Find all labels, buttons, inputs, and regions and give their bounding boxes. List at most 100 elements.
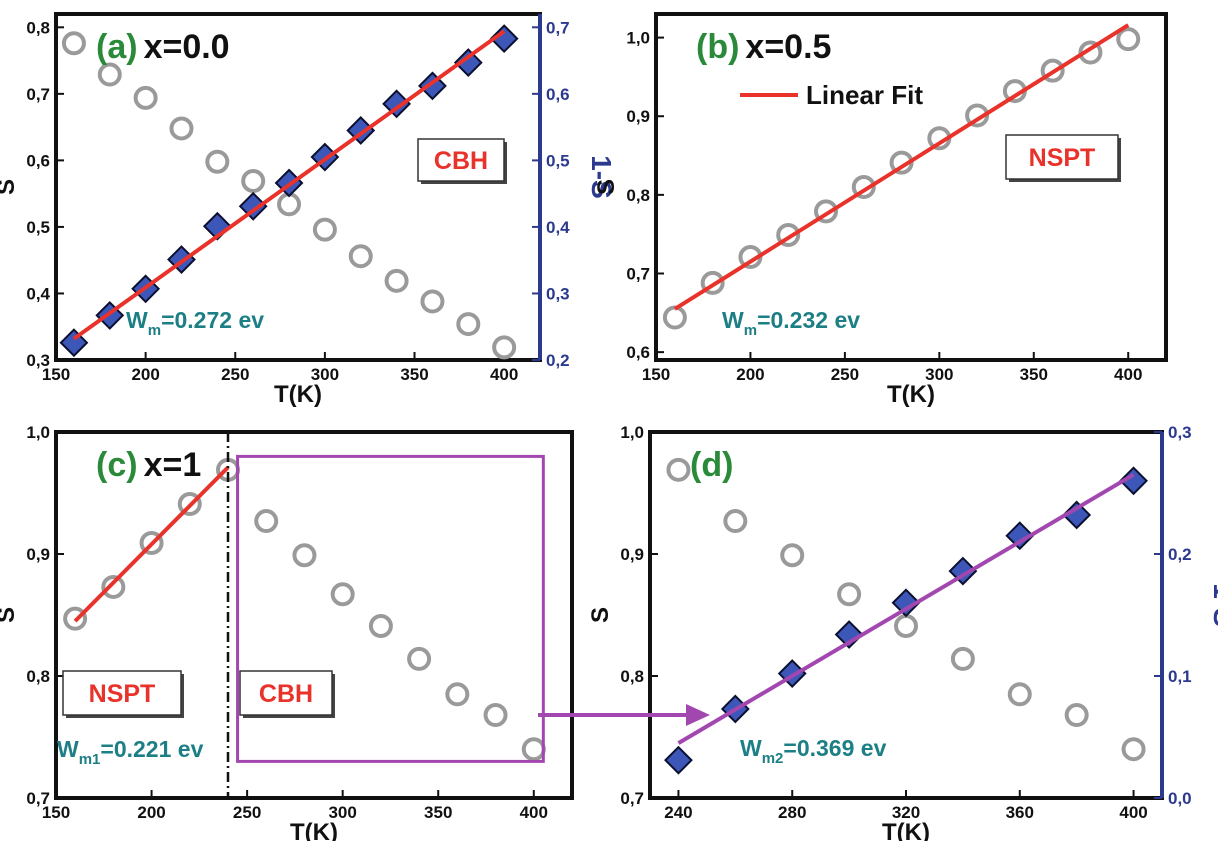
data-point-diamond xyxy=(834,620,864,649)
right-y-tick-label: 0,5 xyxy=(546,151,570,170)
data-point-circle xyxy=(1064,703,1089,728)
y-axis-label: S xyxy=(0,607,20,623)
data-point-circle xyxy=(330,582,355,607)
y-tick-label: 0,7 xyxy=(26,85,50,104)
right-y-tick-label: 0,2 xyxy=(546,351,570,370)
annotation-box xyxy=(239,670,333,716)
energy-symbol: W xyxy=(740,735,762,761)
data-point-circle xyxy=(950,646,975,671)
energy-value: =0.232 ev xyxy=(757,307,860,333)
data-point-circle xyxy=(1116,27,1141,52)
energy-label: Wm1=0.221 ev xyxy=(57,736,204,768)
x-tick-label: 240 xyxy=(664,803,692,822)
x-axis-label: T(K) xyxy=(882,819,930,841)
data-point-circle xyxy=(254,509,279,534)
data-point-circle xyxy=(723,509,748,534)
y-tick-label: 1,0 xyxy=(620,423,644,442)
y-tick-label: 0,8 xyxy=(26,667,50,686)
panel-letter: (a) xyxy=(96,28,138,66)
data-point-circle xyxy=(348,244,373,269)
x-axis-label: T(K) xyxy=(887,381,935,408)
y-tick-label: 0,4 xyxy=(26,284,50,303)
panel-title: x=0.5 xyxy=(745,28,831,66)
data-point-circle xyxy=(169,116,194,141)
data-point-circle xyxy=(456,312,481,337)
data-point-circle xyxy=(1007,682,1032,707)
energy-subscript: m2 xyxy=(762,750,784,767)
x-tick-label: 300 xyxy=(925,365,953,384)
x-tick-label: 200 xyxy=(137,803,165,822)
data-point-diamond xyxy=(238,191,268,221)
x-tick-label: 320 xyxy=(892,803,920,822)
data-point-circle xyxy=(368,613,393,638)
energy-symbol: W xyxy=(126,307,148,333)
x-tick-label: 400 xyxy=(520,803,548,822)
energy-value: =0.369 ev xyxy=(783,735,886,761)
data-point-circle xyxy=(483,703,508,728)
right-y-tick-label: 0,2 xyxy=(1168,545,1192,564)
x-tick-label: 400 xyxy=(1119,803,1147,822)
y-axis-label: S xyxy=(0,179,20,195)
data-point-circle xyxy=(837,582,862,607)
panel-label: (d) xyxy=(690,446,733,484)
x-tick-label: 400 xyxy=(490,365,518,384)
panel-b: 150 200 250 300 350 400 0,6 0,7 0,8 0,9 1,0 T(K) S (b… xyxy=(593,12,1168,408)
energy-label: Wm=0.232 ev xyxy=(722,307,860,339)
panel-d: 240 280 320 360 400 0,7 0,8 0,9 1,0 0,0 0,1 0,2 0,3 T… xyxy=(587,423,1218,841)
cbh-region-box xyxy=(236,454,545,763)
data-point-diamond xyxy=(1119,466,1148,496)
data-point-diamond xyxy=(1005,521,1035,551)
y-tick-label: 0,3 xyxy=(26,351,50,370)
panel-label: (a) x=0.0 xyxy=(96,28,230,66)
panel-title: x=1 xyxy=(144,446,202,484)
right-y-axis-label: 1-S xyxy=(1208,583,1218,627)
panel-letter: (b) xyxy=(696,28,739,66)
data-point-circle xyxy=(133,85,158,110)
x-tick-label: 300 xyxy=(311,365,339,384)
annotation-text: NSPT xyxy=(89,680,156,708)
x-tick-label: 150 xyxy=(42,803,70,822)
energy-symbol: W xyxy=(57,736,79,762)
data-point-diamond xyxy=(664,745,693,775)
x-tick-label: 300 xyxy=(328,803,356,822)
data-point-circle xyxy=(894,613,918,638)
energy-subscript: m xyxy=(148,322,161,339)
x-tick-label: 360 xyxy=(1006,803,1034,822)
y-tick-label: 0,5 xyxy=(26,218,50,237)
panel-c: 150 200 250 300 350 400 0,7 0,8 0,9 1,0 T(K) S (c)x=… xyxy=(0,423,574,841)
annotation-text: CBH xyxy=(434,147,488,175)
x-tick-label: 200 xyxy=(736,365,764,384)
annotation-text: CBH xyxy=(259,680,313,708)
legend-label: Linear Fit xyxy=(806,80,923,110)
plot-frame xyxy=(654,12,1168,362)
annotation-text: NSPT xyxy=(1029,144,1096,172)
data-point-circle xyxy=(780,543,805,568)
y-tick-label: 0,9 xyxy=(626,107,650,126)
x-tick-label: 250 xyxy=(221,365,249,384)
y-tick-label: 0,6 xyxy=(626,343,650,362)
data-point-circle xyxy=(521,737,546,762)
energy-subscript: m xyxy=(744,322,757,339)
data-point-circle xyxy=(97,62,122,87)
energy-symbol: W xyxy=(722,307,744,333)
annotation-box xyxy=(1005,134,1119,180)
data-point-circle xyxy=(61,31,86,56)
panel-label: (c) x=1 xyxy=(96,446,201,484)
fit-line xyxy=(73,465,230,623)
fit-line xyxy=(673,23,1130,311)
energy-value: =0.221 ev xyxy=(100,736,203,762)
data-point-circle xyxy=(384,268,409,293)
right-y-tick-label: 0,3 xyxy=(546,284,570,303)
right-y-tick-label: 0,6 xyxy=(546,85,570,104)
arrow-head xyxy=(686,704,710,726)
data-point-diamond xyxy=(453,48,483,77)
data-point-circle xyxy=(101,574,126,599)
x-tick-label: 280 xyxy=(778,803,806,822)
y-axis-label: S xyxy=(593,179,620,195)
energy-label: Wm=0.272 ev xyxy=(126,307,264,339)
data-point-circle xyxy=(445,682,470,707)
panel-letter: (c) xyxy=(96,446,138,484)
right-y-tick-label: 0,7 xyxy=(546,18,570,37)
x-tick-label: 250 xyxy=(233,803,261,822)
